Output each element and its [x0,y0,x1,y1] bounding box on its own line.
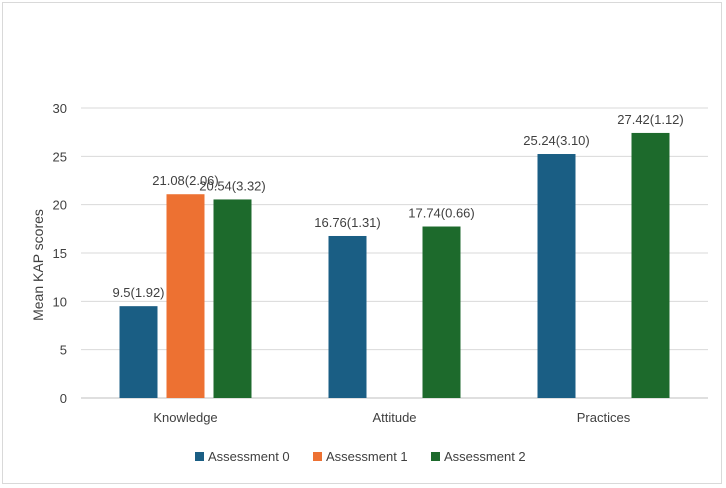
y-tick-label: 10 [53,294,67,309]
y-axis-title: Mean KAP scores [30,209,46,321]
legend-label: Assessment 1 [326,449,408,464]
x-tick-label: Attitude [372,410,416,425]
bar-attitude-series-0 [328,235,367,398]
data-label: 9.5(1.92) [112,285,164,300]
y-tick-label: 0 [60,391,67,406]
data-label: 25.24(3.10) [523,133,590,148]
legend-swatch [431,452,440,461]
legend-label: Assessment 2 [444,449,526,464]
y-tick-label: 20 [53,198,67,213]
x-tick-label: Practices [577,410,631,425]
y-axis-ticks: 0 5 10 15 20 25 30 [53,101,67,406]
y-tick-label: 5 [60,343,67,358]
data-label: 16.76(1.31) [314,215,381,230]
y-tick-label: 25 [53,149,67,164]
y-tick-label: 30 [53,101,67,116]
legend: Assessment 0 Assessment 1 Assessment 2 [195,449,526,464]
x-axis-ticks: Knowledge Attitude Practices [153,410,630,425]
bar-attitude-series-2 [422,226,461,398]
data-label: 17.74(0.66) [408,206,475,221]
x-tick-label: Knowledge [153,410,217,425]
chart-frame: 0 5 10 15 20 25 30 9.5(1.92) 21.08(2.06) 20.54(3… [2,2,722,484]
legend-swatch [313,452,322,461]
bar-knowledge-series-1 [166,194,205,398]
bar-knowledge-series-0 [119,306,158,398]
y-tick-label: 15 [53,246,67,261]
bars [119,132,670,398]
legend-label: Assessment 0 [208,449,290,464]
data-label: 21.08(2.06) [152,173,219,188]
bar-knowledge-series-2 [213,199,252,398]
bar-chart: 0 5 10 15 20 25 30 9.5(1.92) 21.08(2.06)20.54(3… [30,101,708,464]
bar-practices-series-0 [537,154,576,398]
legend-swatch [195,452,204,461]
data-label: 27.42(1.12) [617,112,684,127]
bar-practices-series-2 [631,132,670,398]
data-label: 20.54(3.32) [199,178,266,193]
data-labels: 9.5(1.92) 21.08(2.06)20.54(3.32) 16.76(1.3… [112,112,683,300]
